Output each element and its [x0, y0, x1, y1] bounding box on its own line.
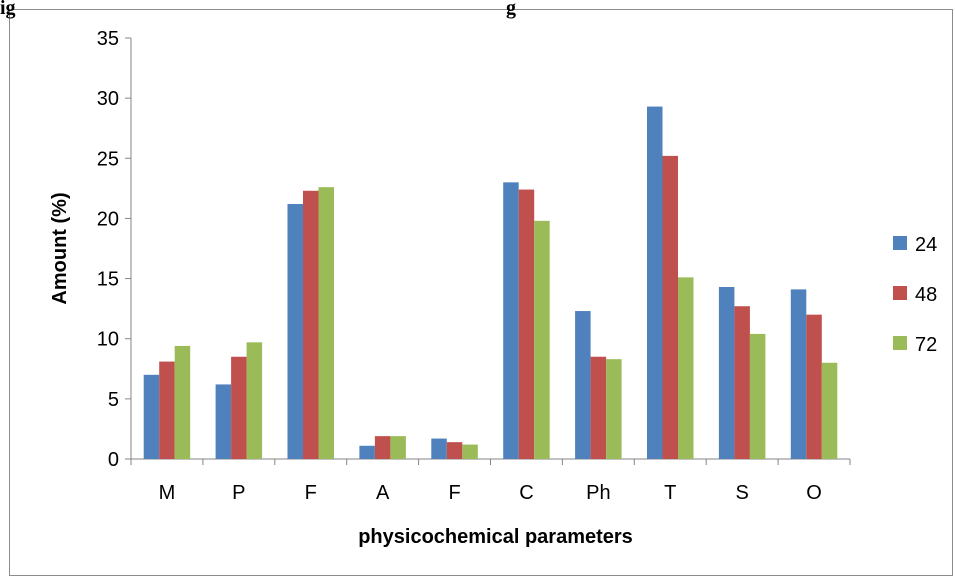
- caption-fragment-right: g: [506, 0, 516, 19]
- bar: [143, 374, 160, 459]
- x-tick-label: M: [159, 482, 176, 504]
- bar-series-48: [159, 155, 822, 459]
- legend-item-72: 72: [893, 334, 937, 356]
- bar: [749, 333, 766, 459]
- x-tick-label: C: [519, 482, 533, 504]
- bar: [215, 384, 232, 459]
- bar: [790, 289, 807, 459]
- bar: [359, 445, 375, 459]
- bar: [734, 306, 750, 459]
- bar: [303, 190, 319, 459]
- legend-swatch: [893, 336, 907, 350]
- chart-frame: [9, 9, 953, 576]
- bar: [534, 220, 550, 459]
- bar-series-72: [174, 187, 838, 459]
- x-tick-label: O: [806, 482, 822, 504]
- bar: [174, 345, 191, 459]
- bar: [518, 189, 535, 459]
- bar: [462, 444, 478, 459]
- x-tick-label: A: [376, 482, 390, 504]
- x-tick-label: Ph: [586, 482, 610, 504]
- x-tick-label: F: [305, 482, 317, 504]
- legend: 24 48 72: [893, 234, 937, 356]
- y-tick-label: 25: [97, 148, 119, 170]
- y-tick-label: 20: [97, 208, 119, 230]
- bar: [821, 362, 838, 459]
- bar: [503, 182, 519, 460]
- caption-fragment-left: ig: [0, 0, 16, 19]
- bar: [575, 311, 591, 459]
- y-axis-title: Amount (%): [49, 192, 71, 304]
- legend-label: 24: [915, 234, 937, 256]
- bar: [590, 356, 607, 459]
- bar: [446, 442, 463, 459]
- bar: [318, 187, 334, 459]
- bar-series-24: [143, 106, 807, 460]
- bar: [431, 438, 447, 459]
- x-axis-title: physicochemical parameters: [358, 526, 633, 548]
- bar: [390, 436, 406, 459]
- x-tick-label: T: [664, 482, 676, 504]
- bar: [231, 356, 247, 459]
- x-tick-label: F: [448, 482, 460, 504]
- bar: [806, 314, 822, 459]
- y-tick-label: 10: [97, 329, 119, 351]
- x-axis-ticks: M P F A F C Ph T S O: [130, 459, 851, 504]
- y-tick-label: 15: [97, 269, 119, 291]
- bar: [287, 203, 303, 459]
- y-axis-ticks: 0 5 10 15 20 25 30 35: [97, 28, 131, 471]
- legend-swatch: [893, 286, 907, 300]
- y-tick-label: 35: [97, 28, 119, 50]
- legend-swatch: [893, 236, 907, 250]
- bar-series-group: [143, 106, 838, 460]
- bar: [678, 277, 694, 459]
- y-tick-label: 5: [108, 389, 119, 411]
- bar: [606, 359, 622, 459]
- bar: [647, 106, 663, 459]
- bar: [718, 286, 735, 459]
- legend-label: 72: [915, 334, 937, 356]
- y-tick-label: 30: [97, 88, 119, 110]
- legend-label: 48: [915, 284, 937, 306]
- bar: [374, 436, 391, 459]
- bar: [159, 361, 175, 459]
- bar: [662, 155, 678, 459]
- bar: [246, 342, 263, 459]
- legend-item-48: 48: [893, 284, 937, 306]
- x-tick-label: P: [232, 482, 245, 504]
- legend-item-24: 24: [893, 234, 937, 256]
- x-tick-label: S: [735, 482, 748, 504]
- y-tick-label: 0: [108, 449, 119, 471]
